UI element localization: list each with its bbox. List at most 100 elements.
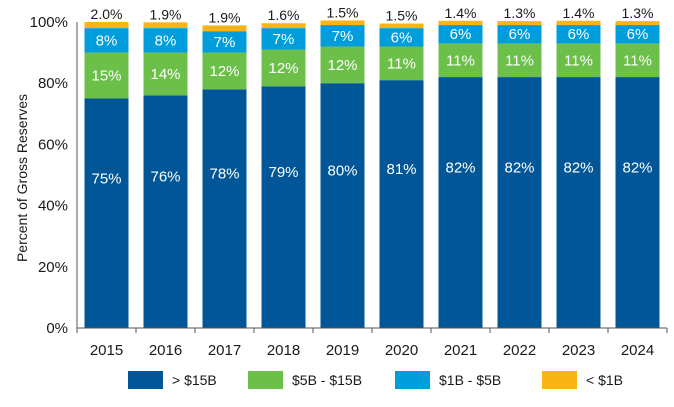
- bar-segment: [143, 52, 188, 96]
- data-label: 15%: [91, 68, 121, 85]
- bar-segment: [379, 46, 424, 81]
- bar-segment: [320, 25, 365, 47]
- x-tick-label: 2018: [267, 342, 300, 359]
- y-tick-label: 40%: [38, 198, 68, 215]
- data-label: 1.9%: [150, 6, 182, 22]
- legend-label: $5B - $15B: [292, 372, 362, 388]
- x-tick-label: 2022: [503, 342, 536, 359]
- data-label: 7%: [214, 34, 236, 51]
- data-label: 82%: [622, 160, 652, 177]
- data-label: 75%: [91, 170, 121, 187]
- y-axis-label: Percent of Gross Reserves: [14, 94, 30, 262]
- data-label: 79%: [268, 164, 298, 181]
- data-label: 80%: [327, 163, 357, 180]
- bar-segment: [261, 86, 306, 328]
- legend-swatch: [395, 371, 430, 389]
- bar-segment: [320, 20, 365, 26]
- data-label: 6%: [450, 26, 472, 43]
- x-tick-label: 2024: [621, 342, 654, 359]
- x-tick-label: 2023: [562, 342, 595, 359]
- bar-segment: [497, 25, 542, 44]
- data-label: 6%: [568, 26, 590, 43]
- data-label: 12%: [327, 57, 357, 74]
- bar-segment: [202, 52, 247, 90]
- bar-segment: [84, 52, 129, 99]
- data-label: 11%: [623, 52, 652, 69]
- x-tick-label: 2017: [208, 342, 241, 359]
- bar-segment: [202, 31, 247, 53]
- bar-segment: [143, 95, 188, 328]
- data-label: 6%: [627, 26, 649, 43]
- data-label: 7%: [332, 28, 354, 45]
- data-label: 6%: [391, 29, 413, 46]
- x-tick-label: 2019: [326, 342, 359, 359]
- bar-segment: [379, 28, 424, 47]
- legend-swatch: [542, 371, 577, 389]
- y-tick-label: 0%: [46, 320, 68, 337]
- data-label: 76%: [150, 169, 180, 186]
- data-label: 82%: [504, 160, 534, 177]
- bar-segment: [143, 22, 188, 29]
- bar-segment: [261, 23, 306, 29]
- legend-label: $1B - $5B: [439, 372, 501, 388]
- legend-label: < $1B: [586, 372, 623, 388]
- bar-segment: [497, 21, 542, 26]
- data-label: 14%: [150, 66, 180, 83]
- x-tick-label: 2020: [385, 342, 418, 359]
- data-label: 82%: [563, 160, 593, 177]
- data-label: 11%: [387, 55, 416, 72]
- data-label: 8%: [155, 32, 177, 49]
- data-label: 1.9%: [209, 9, 241, 25]
- bar-segment: [497, 43, 542, 78]
- bar-segment: [615, 21, 660, 26]
- bars: 75% 15% 8% 2.0% 76% 14% 8% 1.9% 78% 12% 7% 1.9% 79% 1…: [84, 4, 660, 328]
- y-tick-labels: 0% 20% 40% 60% 80% 100%: [30, 14, 68, 337]
- bar-segment: [202, 25, 247, 32]
- bar-segment: [615, 25, 660, 44]
- bar-segment: [143, 28, 188, 53]
- y-tick-label: 80%: [38, 75, 68, 92]
- bar-segment: [84, 22, 129, 29]
- bar-segment: [379, 80, 424, 328]
- data-label: 1.5%: [327, 4, 359, 20]
- bar-segment: [438, 20, 483, 26]
- x-tick-label: 2015: [90, 342, 123, 359]
- legend-swatch: [248, 371, 283, 389]
- x-tick-label: 2016: [149, 342, 182, 359]
- data-label: 2.0%: [91, 6, 123, 22]
- data-label: 1.5%: [386, 8, 418, 24]
- data-label: 12%: [209, 63, 239, 80]
- bar-segment: [202, 89, 247, 328]
- bar-segment: [438, 77, 483, 328]
- data-label: 1.3%: [504, 5, 536, 21]
- bar-segment: [261, 28, 306, 50]
- bar-segment: [438, 25, 483, 44]
- bar-segment: [556, 25, 601, 44]
- data-label: 12%: [268, 60, 298, 77]
- bar-segment: [556, 77, 601, 328]
- axis-lines: [76, 22, 668, 333]
- legend-swatch: [128, 371, 163, 389]
- bar-segment: [84, 98, 129, 328]
- data-label: 78%: [209, 166, 239, 183]
- bar-segment: [497, 77, 542, 328]
- data-label: 1.3%: [622, 5, 654, 21]
- bar-segment: [320, 46, 365, 84]
- legend: > $15B $5B - $15B $1B - $5B < $1B: [128, 371, 623, 389]
- legend-label: > $15B: [172, 372, 217, 388]
- x-tick-label: 2021: [444, 342, 477, 359]
- y-tick-label: 100%: [30, 14, 68, 31]
- bar-segment: [615, 77, 660, 328]
- data-label: 82%: [445, 160, 475, 177]
- data-label: 1.4%: [563, 5, 595, 21]
- data-label: 1.6%: [268, 7, 300, 23]
- data-label: 1.4%: [445, 5, 477, 21]
- data-label: 7%: [273, 31, 295, 48]
- bar-segment: [556, 20, 601, 26]
- data-label: 11%: [564, 52, 593, 69]
- data-label: 81%: [386, 161, 416, 178]
- y-tick-label: 20%: [38, 259, 68, 276]
- bar-segment: [556, 43, 601, 78]
- data-label: 11%: [446, 52, 475, 69]
